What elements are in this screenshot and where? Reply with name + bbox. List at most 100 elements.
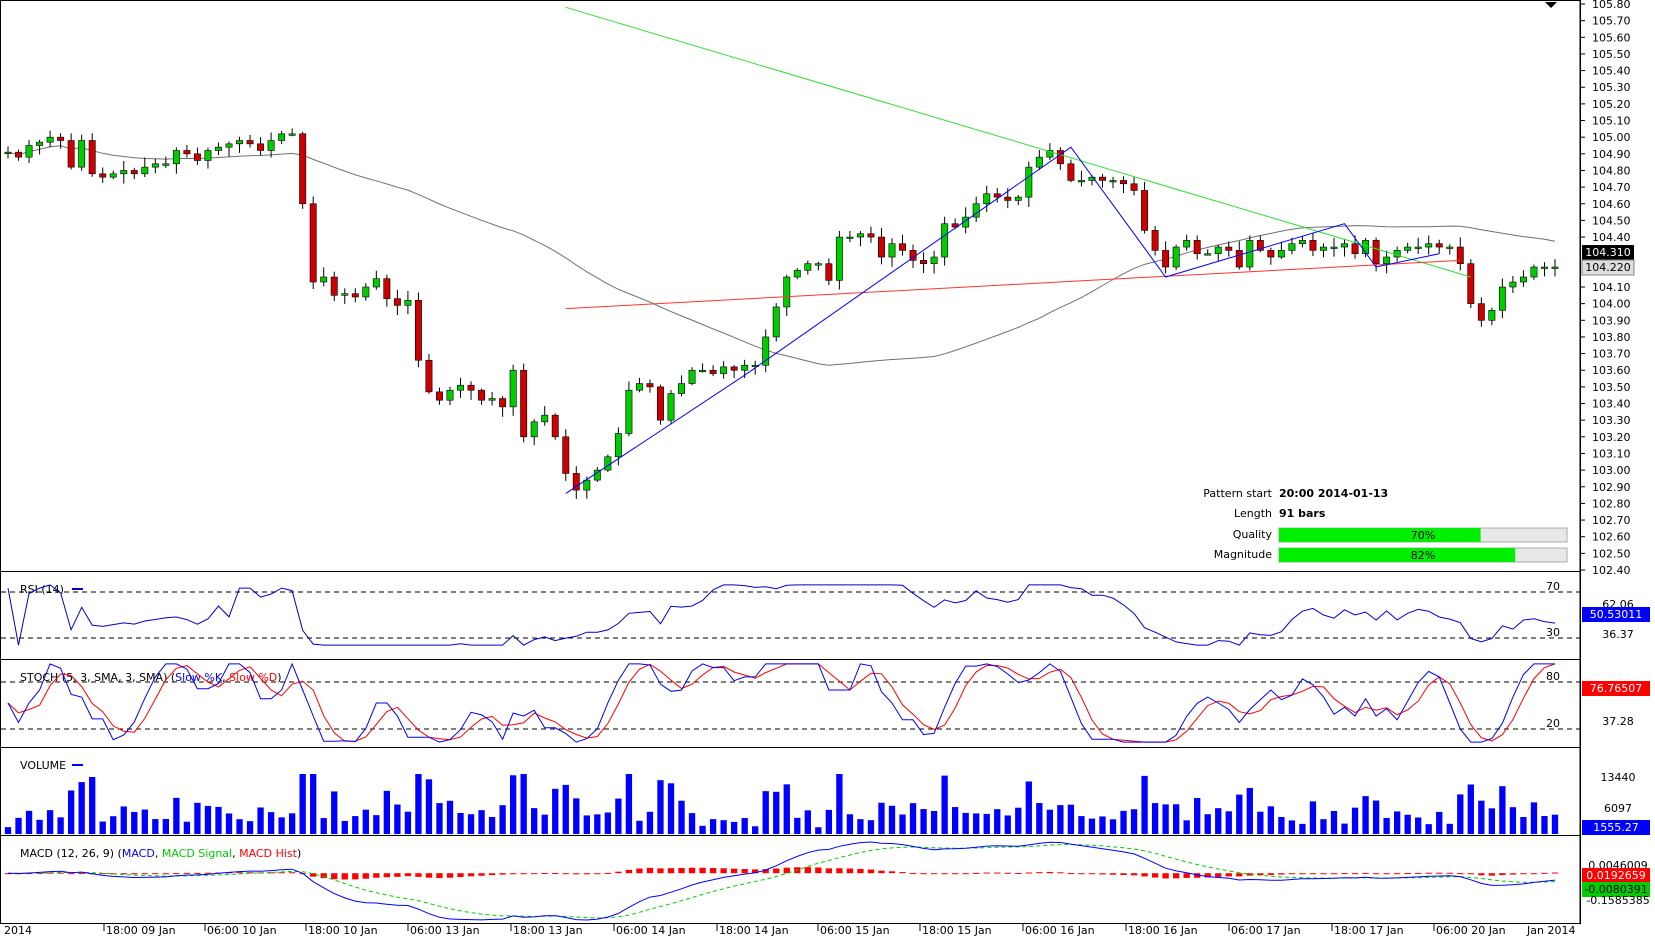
candle	[1067, 159, 1075, 183]
bull-candle-body	[1541, 266, 1548, 269]
bull-candle-body	[720, 366, 728, 374]
rsi-line	[7, 584, 1556, 646]
candle	[688, 367, 696, 386]
bull-candle-body	[1246, 240, 1254, 268]
candle	[983, 185, 991, 212]
candle	[646, 379, 654, 393]
volume-bar	[594, 814, 601, 834]
bear-candle-body	[67, 140, 75, 168]
bull-candle-body	[1109, 180, 1117, 183]
volume-bar	[625, 774, 633, 834]
macd-hist-bar	[352, 873, 359, 880]
bear-candle-body	[1225, 246, 1233, 251]
panel-frames	[0, 0, 1581, 924]
volume-bar	[446, 800, 454, 834]
candle	[856, 231, 864, 247]
candle	[1446, 244, 1454, 255]
volume-bar	[331, 791, 338, 834]
bull-candle-body	[204, 150, 212, 161]
time-tick-label: 18:00 09 Jan	[106, 924, 176, 937]
candle	[46, 130, 54, 148]
candle	[972, 196, 980, 223]
bear-candle-body	[383, 278, 391, 299]
bull-candle-body	[1383, 256, 1391, 264]
bull-candle-body	[541, 414, 549, 423]
candle	[520, 363, 528, 443]
candle	[1309, 232, 1317, 257]
macd-hist-bar	[1225, 873, 1232, 877]
price-tick-label: 104.50	[1592, 214, 1631, 227]
bear-candle-body	[299, 133, 307, 205]
macd-hist-bar	[320, 873, 327, 879]
volume-bar	[162, 819, 170, 834]
price-tick-label: 103.50	[1592, 381, 1631, 394]
volume-bar	[646, 811, 654, 834]
bear-candle-body	[1193, 240, 1201, 255]
volume-bar	[183, 821, 191, 834]
volume-bar	[1015, 807, 1022, 834]
volume-bar	[604, 812, 612, 834]
candle	[1383, 250, 1391, 274]
bull-candle-body	[983, 193, 991, 205]
macd-current-value: 0.0192659	[1586, 869, 1646, 882]
candle	[1109, 176, 1117, 189]
candle	[193, 147, 201, 165]
volume-bar	[1215, 808, 1222, 834]
bear-candle-body	[1372, 240, 1380, 264]
macd-title-prefix: MACD (12, 26, 9)	[20, 847, 114, 860]
macd-hist-bar	[541, 872, 548, 874]
volume-bar	[1120, 810, 1127, 834]
candle	[288, 128, 296, 137]
macd-hist-bar	[688, 867, 696, 874]
volume-bar	[120, 806, 127, 834]
candle	[1467, 259, 1475, 309]
volume-bar	[1267, 806, 1275, 834]
bull-candle-body	[1035, 156, 1043, 168]
candle	[867, 226, 875, 243]
volume-bar	[89, 776, 96, 834]
volume-bar	[425, 779, 433, 834]
scroll-marker-icon[interactable]	[1545, 2, 1557, 8]
volume-bar	[25, 810, 33, 834]
candle	[1351, 235, 1359, 259]
candle	[657, 384, 664, 425]
macd-hist-bar	[1478, 873, 1485, 876]
time-tick-label: 18:00 15 Jan	[922, 924, 992, 937]
candle	[899, 234, 906, 256]
volume-bar	[1499, 786, 1506, 834]
macd-hist-bar	[983, 872, 990, 874]
macd-hist-bar	[1046, 871, 1054, 874]
volume-bar	[1446, 823, 1453, 834]
volume-bar	[878, 802, 885, 834]
macd-hist-bar	[99, 873, 106, 875]
price-tick-label: 104.90	[1592, 148, 1631, 161]
macd-signal-label: MACD Signal	[162, 847, 232, 860]
macd-hist-bar	[57, 872, 64, 874]
stoch-title: STOCH (5, 3, SMA, 3, SMA) (Slow %K, Slow…	[20, 671, 282, 684]
candle	[436, 387, 443, 405]
macd-hist-bar	[878, 870, 885, 874]
volume-bar	[678, 800, 685, 834]
macd-hist-bar	[646, 867, 654, 874]
bull-candle-body	[888, 243, 896, 258]
candle	[204, 147, 212, 169]
time-tick-label: Jan 2014	[1526, 924, 1575, 937]
volume-bar	[836, 774, 843, 834]
macd-hist-bar	[573, 873, 580, 875]
bear-candle-body	[1467, 263, 1475, 304]
macd-hist-bar	[404, 873, 412, 877]
candle	[309, 196, 317, 290]
macd-hist-bar	[1004, 872, 1011, 874]
candle	[1246, 235, 1254, 271]
candle	[878, 227, 885, 265]
macd-hist-bar	[152, 873, 159, 875]
macd-hist-bar	[773, 868, 780, 874]
bull-candle-body	[762, 336, 770, 366]
last-price-tag	[1581, 259, 1635, 276]
bull-candle-body	[320, 276, 328, 283]
stoch-k-label: Slow %K	[175, 671, 223, 684]
volume-bar	[394, 804, 401, 834]
candle	[4, 146, 12, 159]
macd-title-close: )	[297, 847, 301, 860]
volume-bar	[804, 810, 811, 834]
